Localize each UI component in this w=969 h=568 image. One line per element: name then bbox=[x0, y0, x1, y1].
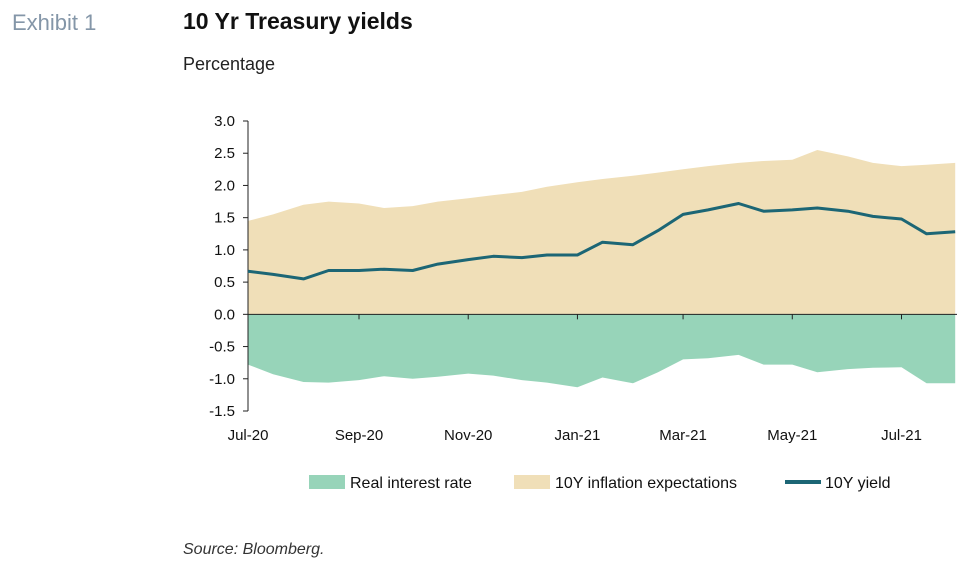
legend-label-real: Real interest rate bbox=[350, 475, 472, 492]
chart-areas bbox=[248, 150, 956, 388]
legend-swatch-inflation bbox=[514, 475, 550, 489]
y-tick-label: 0.0 bbox=[214, 306, 235, 323]
chart-lines bbox=[247, 202, 956, 281]
legend-label-yield: 10Y yield bbox=[825, 475, 891, 492]
y-tick-label: 2.0 bbox=[214, 177, 235, 194]
ten-year-yield-line bbox=[247, 202, 956, 281]
y-tick-label: -1.0 bbox=[209, 371, 235, 388]
chart-subtitle: Percentage bbox=[183, 54, 276, 74]
y-tick-label: -0.5 bbox=[209, 339, 235, 356]
x-tick-label: May-21 bbox=[767, 427, 817, 444]
y-tick-label: 1.0 bbox=[214, 242, 235, 259]
chart-tick-labels: 3.0 2.5 2.0 1.5 1.0 0.5 0.0 -0.5 -1.0 -1.5 Jul-20 S… bbox=[209, 113, 922, 444]
x-tick-label: Nov-20 bbox=[444, 427, 492, 444]
chart-title: 10 Yr Treasury yields bbox=[183, 8, 413, 34]
legend-swatch-real bbox=[309, 475, 345, 489]
chart-legend: Real interest rate 10Y inflation expecta… bbox=[309, 475, 891, 492]
x-tick-label: Sep-20 bbox=[335, 427, 383, 444]
chart-source: Source: Bloomberg. bbox=[183, 541, 325, 558]
inflation-expectations-area bbox=[248, 150, 956, 315]
chart-axes bbox=[243, 120, 957, 412]
x-tick-label: Mar-21 bbox=[659, 427, 707, 444]
legend-label-inflation: 10Y inflation expectations bbox=[555, 475, 737, 492]
x-tick-label: Jan-21 bbox=[554, 427, 600, 444]
real-interest-rate-area bbox=[248, 314, 956, 388]
x-tick-label: Jul-20 bbox=[228, 427, 269, 444]
x-tick-label: Jul-21 bbox=[881, 427, 922, 444]
y-tick-label: -1.5 bbox=[209, 403, 235, 420]
exhibit-label: Exhibit 1 bbox=[12, 10, 97, 35]
y-tick-label: 1.5 bbox=[214, 210, 235, 227]
y-tick-label: 3.0 bbox=[214, 113, 235, 130]
y-tick-label: 0.5 bbox=[214, 274, 235, 291]
y-tick-label: 2.5 bbox=[214, 145, 235, 162]
